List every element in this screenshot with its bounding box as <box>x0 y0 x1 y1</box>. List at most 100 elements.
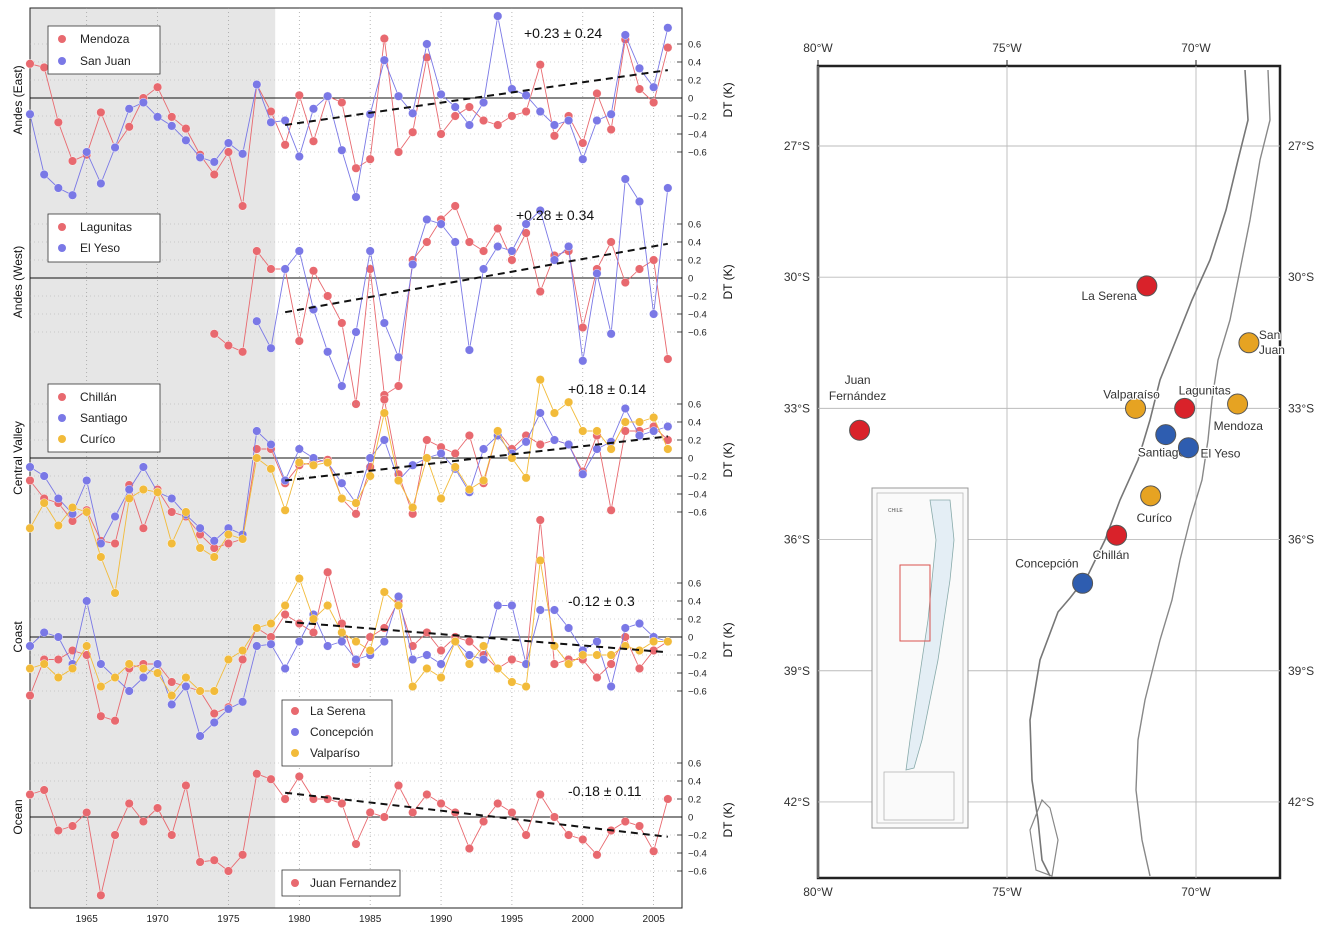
data-point <box>266 639 276 649</box>
data-point <box>379 318 389 328</box>
data-point <box>223 655 233 665</box>
temperature-anomaly-charts: 0.6 0.4 0.2 0 −0.2 −0.4 −0.6 0.6 0.4 0.2 0 −0.2 −0.4… <box>11 7 735 925</box>
lon-label-bottom: 75°W <box>992 885 1022 899</box>
data-point <box>280 610 290 620</box>
data-point <box>592 88 602 98</box>
data-point <box>351 498 361 508</box>
data-point <box>252 79 262 89</box>
data-point <box>96 682 106 692</box>
data-point <box>493 601 503 611</box>
data-point <box>167 677 177 687</box>
andes-border <box>1135 69 1271 877</box>
station-label: Concepción <box>1015 556 1078 570</box>
data-point <box>351 163 361 173</box>
station-label: Santiago <box>1138 446 1186 460</box>
data-point <box>663 794 673 804</box>
data-point <box>53 655 63 665</box>
data-point <box>337 97 347 107</box>
y-tick-label: 0.6 <box>688 220 701 231</box>
data-point <box>663 354 673 364</box>
data-point <box>252 246 262 256</box>
data-point <box>564 623 574 633</box>
dt-label-4: DT (K) <box>721 622 735 657</box>
data-point <box>507 255 517 265</box>
station-marker <box>1155 424 1177 446</box>
y-tick-label: 0.2 <box>688 795 701 806</box>
station-marker <box>1125 397 1147 419</box>
series-line <box>29 407 668 545</box>
data-point <box>535 106 545 116</box>
data-point <box>167 112 177 122</box>
data-point <box>464 844 474 854</box>
data-point <box>308 614 318 624</box>
data-point <box>351 192 361 202</box>
data-point <box>252 641 262 651</box>
lat-label-right: 33°S <box>1288 401 1314 415</box>
data-point <box>53 673 63 683</box>
data-point <box>181 781 191 791</box>
data-point <box>408 260 418 270</box>
data-point <box>181 673 191 683</box>
data-point <box>323 91 333 101</box>
data-point <box>308 628 318 638</box>
data-point <box>110 830 120 840</box>
panel-3: 0.6 0.4 0.2 0 −0.2 −0.4 −0.6 <box>25 515 707 741</box>
data-point <box>25 59 35 69</box>
data-point <box>209 718 219 728</box>
data-point <box>365 632 375 642</box>
data-point <box>507 655 517 665</box>
data-point <box>535 556 545 566</box>
data-point <box>663 183 673 193</box>
data-point <box>521 219 531 229</box>
lat-label-left: 39°S <box>784 664 810 678</box>
series-line <box>29 773 669 896</box>
data-point <box>323 567 333 577</box>
y-tick-label: 0.6 <box>688 40 701 51</box>
data-point <box>394 781 404 791</box>
data-point <box>450 102 460 112</box>
data-point <box>223 530 233 540</box>
legend-label-chillan: Chillán <box>80 390 117 404</box>
data-point <box>549 255 559 265</box>
data-point <box>351 655 361 665</box>
data-point <box>606 237 616 247</box>
data-point <box>223 704 233 714</box>
data-point <box>266 117 276 127</box>
data-point <box>578 356 588 366</box>
data-point <box>578 154 588 164</box>
data-point <box>592 850 602 860</box>
data-point <box>535 60 545 70</box>
x-tick-label: 1975 <box>217 914 240 925</box>
lat-label-right: 36°S <box>1288 533 1314 547</box>
data-point <box>507 111 517 121</box>
data-point <box>493 11 503 21</box>
data-point <box>308 460 318 470</box>
data-point <box>124 659 134 669</box>
panel-2: 0.6 0.4 0.2 0 −0.2 −0.4 −0.6 <box>25 375 707 598</box>
data-point <box>238 646 248 656</box>
y-tick-label: −0.6 <box>688 687 707 698</box>
data-point <box>578 323 588 333</box>
lat-label-left: 33°S <box>784 401 810 415</box>
data-point <box>53 183 63 193</box>
data-point <box>153 659 163 669</box>
data-point <box>564 397 574 407</box>
data-point <box>620 174 630 184</box>
data-point <box>408 127 418 137</box>
lon-label-top: 75°W <box>992 41 1022 55</box>
data-point <box>351 327 361 337</box>
data-point <box>649 82 659 92</box>
data-point <box>39 169 49 179</box>
data-point <box>280 264 290 274</box>
data-point <box>266 774 276 784</box>
station-marker <box>1174 397 1196 419</box>
data-point <box>649 97 659 107</box>
lon-label-bottom: 70°W <box>1181 885 1211 899</box>
data-point <box>422 453 432 463</box>
series-line <box>29 16 669 198</box>
data-point <box>535 605 545 615</box>
data-point <box>479 115 489 125</box>
x-tick-label: 1985 <box>359 914 382 925</box>
data-point <box>223 138 233 148</box>
data-point <box>620 632 630 642</box>
